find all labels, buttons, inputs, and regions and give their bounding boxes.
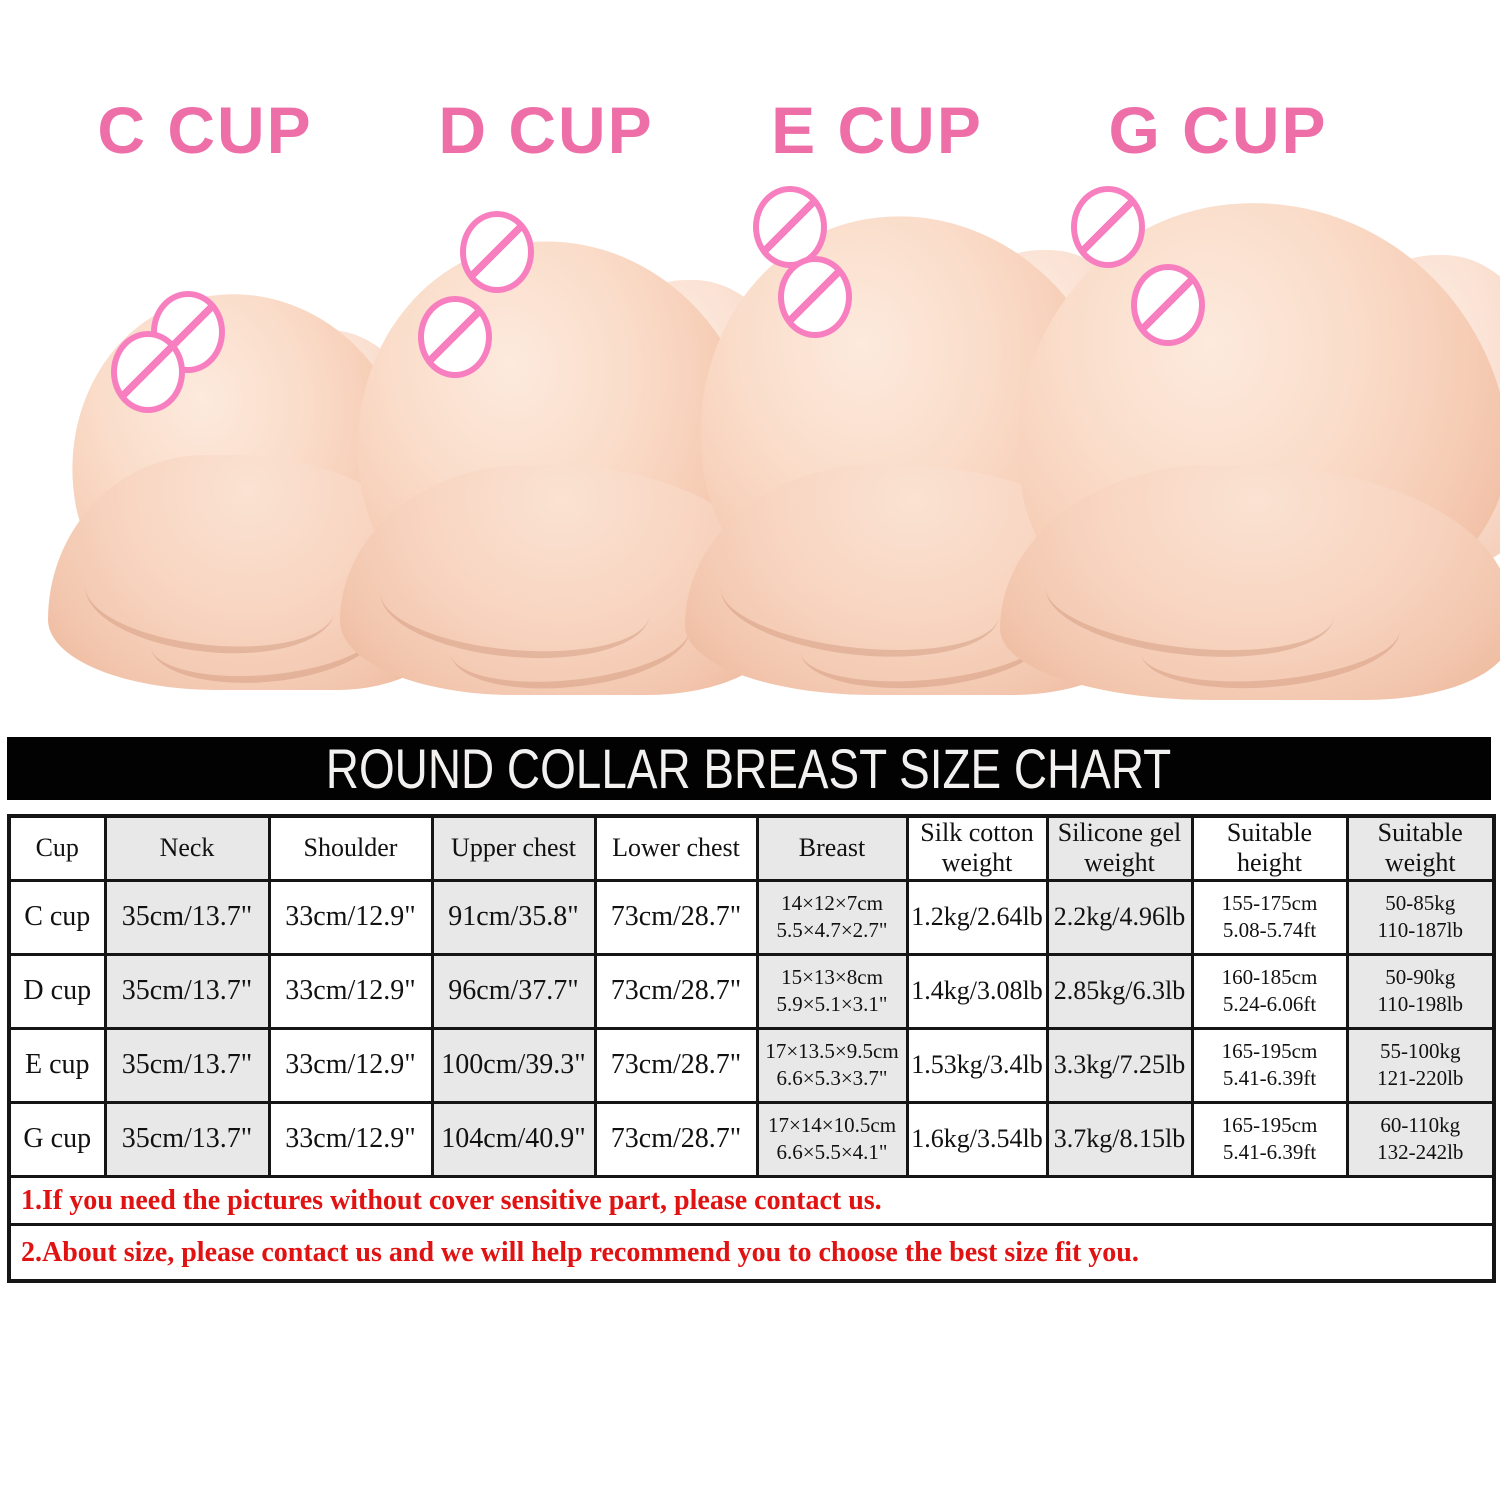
cell-shoulder: 33cm/12.9" bbox=[267, 1100, 434, 1178]
cell-silk-cotton-weight: 1.53kg/3.4lb bbox=[905, 1026, 1049, 1104]
cell-suitable-weight: 50-85kg 110-187lb bbox=[1345, 878, 1496, 956]
table-row-d-cup: D cup 35cm/13.7" 33cm/12.9" 96cm/37.7" 7… bbox=[7, 952, 1496, 1030]
cell-silk-cotton-weight: 1.2kg/2.64lb bbox=[905, 878, 1049, 956]
cell-cup: E cup bbox=[7, 1026, 107, 1104]
chart-title: ROUND COLLAR BREAST SIZE CHART bbox=[326, 737, 1172, 800]
cell-breast: 17×14×10.5cm 6.6×5.5×4.1" bbox=[755, 1100, 909, 1178]
censor-icon bbox=[111, 331, 185, 413]
header-row: Cup Neck Shoulder Upper chest Lower ches… bbox=[7, 814, 1496, 882]
col-header-breast: Breast bbox=[755, 814, 909, 882]
cell-shoulder: 33cm/12.9" bbox=[267, 952, 434, 1030]
col-header-neck: Neck bbox=[103, 814, 271, 882]
cell-suitable-height: 165-195cm 5.41-6.39ft bbox=[1190, 1100, 1349, 1178]
col-header-shoulder: Shoulder bbox=[267, 814, 434, 882]
cell-upper-chest: 91cm/35.8" bbox=[430, 878, 597, 956]
col-header-lower-chest: Lower chest bbox=[593, 814, 759, 882]
cell-lower-chest: 73cm/28.7" bbox=[593, 952, 759, 1030]
censor-icon bbox=[418, 296, 492, 378]
cell-silk-cotton-weight: 1.4kg/3.08lb bbox=[905, 952, 1049, 1030]
breast-form-drape bbox=[1000, 465, 1500, 700]
cell-breast: 17×13.5×9.5cm 6.6×5.3×3.7" bbox=[755, 1026, 909, 1104]
cell-upper-chest: 104cm/40.9" bbox=[430, 1100, 597, 1178]
note-row-2: 2.About size, please contact us and we w… bbox=[7, 1223, 1496, 1283]
censor-icon bbox=[753, 186, 827, 268]
cell-shoulder: 33cm/12.9" bbox=[267, 1026, 434, 1104]
cell-breast: 14×12×7cm 5.5×4.7×2.7" bbox=[755, 878, 909, 956]
col-header-silicone-gel-weight: Silicone gel weight bbox=[1045, 814, 1194, 882]
cup-label-d: D CUP bbox=[438, 93, 654, 167]
cup-label-c: C CUP bbox=[97, 93, 313, 167]
cell-silicone-gel-weight: 2.85kg/6.3lb bbox=[1045, 952, 1194, 1030]
chart-title-banner: ROUND COLLAR BREAST SIZE CHART bbox=[7, 737, 1491, 800]
censor-icon bbox=[778, 256, 852, 338]
cell-silicone-gel-weight: 3.7kg/8.15lb bbox=[1045, 1100, 1194, 1178]
cell-silicone-gel-weight: 3.3kg/7.25lb bbox=[1045, 1026, 1194, 1104]
cell-upper-chest: 100cm/39.3" bbox=[430, 1026, 597, 1104]
table-row-g-cup: G cup 35cm/13.7" 33cm/12.9" 104cm/40.9" … bbox=[7, 1100, 1496, 1178]
cell-neck: 35cm/13.7" bbox=[103, 878, 271, 956]
cell-suitable-height: 165-195cm 5.41-6.39ft bbox=[1190, 1026, 1349, 1104]
cell-suitable-height: 160-185cm 5.24-6.06ft bbox=[1190, 952, 1349, 1030]
col-header-suitable-weight: Suitable weight bbox=[1345, 814, 1496, 882]
cell-shoulder: 33cm/12.9" bbox=[267, 878, 434, 956]
size-chart-table: Cup Neck Shoulder Upper chest Lower ches… bbox=[7, 814, 1496, 1283]
cell-neck: 35cm/13.7" bbox=[103, 1026, 271, 1104]
cell-lower-chest: 73cm/28.7" bbox=[593, 1026, 759, 1104]
note-text-1: 1.If you need the pictures without cover… bbox=[7, 1174, 1496, 1227]
censor-icon bbox=[1071, 186, 1145, 268]
censor-icon bbox=[460, 211, 534, 293]
cell-silicone-gel-weight: 2.2kg/4.96lb bbox=[1045, 878, 1194, 956]
cell-cup: D cup bbox=[7, 952, 107, 1030]
cell-lower-chest: 73cm/28.7" bbox=[593, 878, 759, 956]
cell-neck: 35cm/13.7" bbox=[103, 1100, 271, 1178]
cup-label-g: G CUP bbox=[1108, 93, 1328, 167]
cell-suitable-weight: 60-110kg 132-242lb bbox=[1345, 1100, 1496, 1178]
note-row-1: 1.If you need the pictures without cover… bbox=[7, 1174, 1496, 1227]
col-header-upper-chest: Upper chest bbox=[430, 814, 597, 882]
cell-silk-cotton-weight: 1.6kg/3.54lb bbox=[905, 1100, 1049, 1178]
cell-suitable-weight: 50-90kg 110-198lb bbox=[1345, 952, 1496, 1030]
col-header-silk-cotton-weight: Silk cotton weight bbox=[905, 814, 1049, 882]
table-row-c-cup: C cup 35cm/13.7" 33cm/12.9" 91cm/35.8" 7… bbox=[7, 878, 1496, 956]
cell-suitable-weight: 55-100kg 121-220lb bbox=[1345, 1026, 1496, 1104]
note-text-2: 2.About size, please contact us and we w… bbox=[7, 1223, 1496, 1283]
col-header-cup: Cup bbox=[7, 814, 107, 882]
cell-breast: 15×13×8cm 5.9×5.1×3.1" bbox=[755, 952, 909, 1030]
product-photo bbox=[0, 170, 1500, 700]
cell-cup: G cup bbox=[7, 1100, 107, 1178]
cell-neck: 35cm/13.7" bbox=[103, 952, 271, 1030]
col-header-suitable-height: Suitable height bbox=[1190, 814, 1349, 882]
cell-lower-chest: 73cm/28.7" bbox=[593, 1100, 759, 1178]
table-row-e-cup: E cup 35cm/13.7" 33cm/12.9" 100cm/39.3" … bbox=[7, 1026, 1496, 1104]
censor-icon bbox=[1131, 264, 1205, 346]
cell-suitable-height: 155-175cm 5.08-5.74ft bbox=[1190, 878, 1349, 956]
cup-label-e: E CUP bbox=[771, 93, 983, 167]
cell-cup: C cup bbox=[7, 878, 107, 956]
cell-upper-chest: 96cm/37.7" bbox=[430, 952, 597, 1030]
